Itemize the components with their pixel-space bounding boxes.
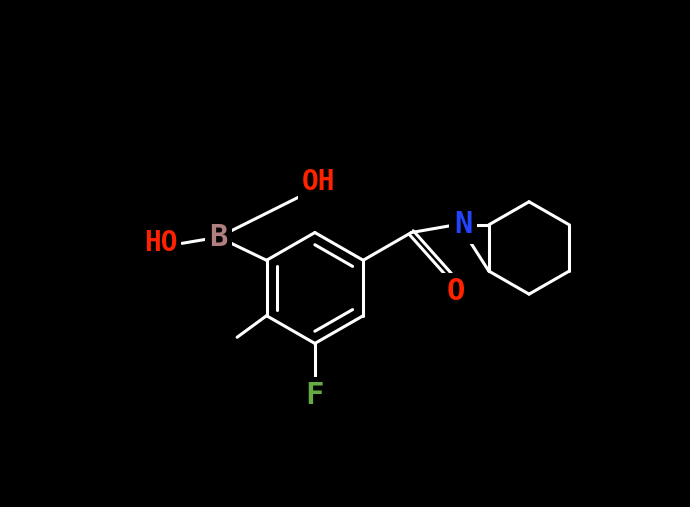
Text: OH: OH <box>302 168 335 197</box>
Text: O: O <box>446 277 464 306</box>
Text: F: F <box>306 381 324 410</box>
Text: B: B <box>209 223 228 251</box>
Text: N: N <box>454 210 473 239</box>
Text: HO: HO <box>144 229 177 258</box>
